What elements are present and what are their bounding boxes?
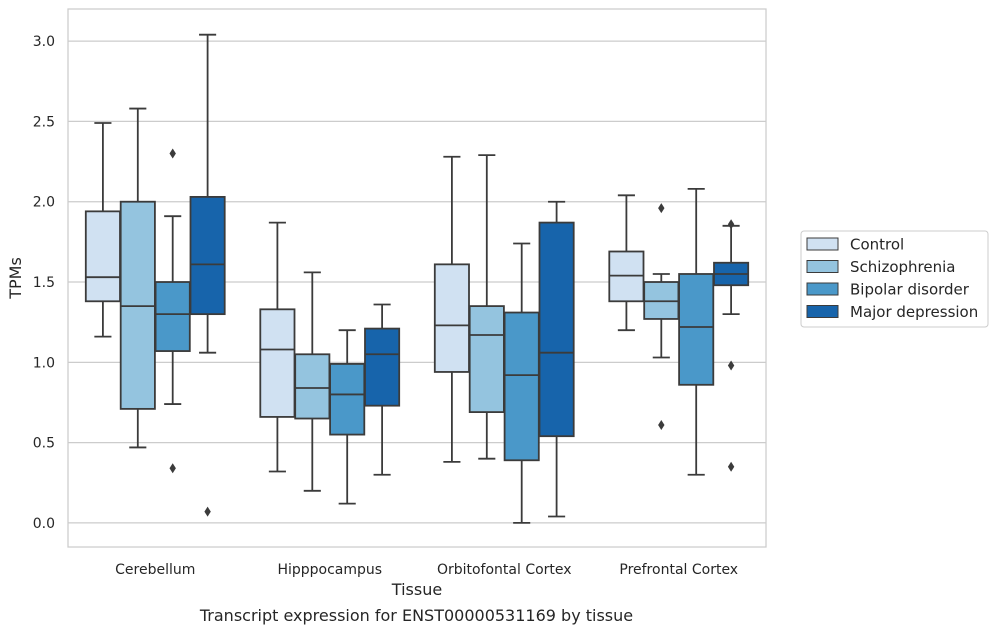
legend-swatch bbox=[806, 260, 839, 273]
outlier-point bbox=[204, 506, 211, 517]
legend-label: Major depression bbox=[850, 303, 978, 321]
outlier-point bbox=[658, 419, 665, 430]
legend-swatch bbox=[806, 305, 839, 318]
box-group bbox=[433, 155, 470, 463]
box-body bbox=[503, 311, 540, 462]
legend: Control Schizophrenia Bipolar disorder Majo… bbox=[800, 230, 989, 328]
box-body bbox=[189, 195, 226, 316]
y-tick-label: 1.5 bbox=[33, 275, 55, 291]
box-body bbox=[84, 210, 121, 303]
x-tick-label: Cerebellum bbox=[115, 562, 195, 578]
box-group bbox=[643, 203, 680, 430]
box-group bbox=[154, 148, 191, 474]
legend-label: Control bbox=[850, 236, 904, 254]
box-group bbox=[678, 187, 715, 476]
legend-frame bbox=[800, 230, 989, 328]
box-body bbox=[294, 353, 331, 420]
y-tick-label: 0.5 bbox=[33, 436, 55, 452]
y-tick-label: 1.0 bbox=[33, 355, 55, 371]
box-group bbox=[364, 303, 401, 476]
outlier-point bbox=[727, 219, 735, 230]
x-axis-label: Tissue bbox=[391, 580, 442, 599]
x-tick-label: Orbitofontal Cortex bbox=[437, 562, 572, 578]
outlier-point bbox=[727, 461, 735, 472]
plot-area-frame bbox=[67, 8, 767, 548]
box-body bbox=[678, 273, 715, 386]
box-body bbox=[364, 327, 401, 407]
y-tick-label: 0.0 bbox=[33, 516, 55, 532]
box-body bbox=[538, 221, 575, 438]
x-tick-label: Prefrontal Cortex bbox=[619, 562, 738, 578]
legend-label: Bipolar disorder bbox=[850, 281, 970, 299]
box-group bbox=[84, 122, 121, 338]
legend-label: Schizophrenia bbox=[850, 258, 955, 276]
legend-swatch bbox=[806, 282, 839, 296]
y-tick-label: 2.5 bbox=[33, 114, 55, 130]
box-group bbox=[713, 219, 750, 472]
outlier-point bbox=[169, 463, 176, 474]
y-tick-label: 3.0 bbox=[33, 34, 55, 50]
box-group bbox=[538, 200, 575, 518]
figure-caption: Transcript expression for ENST0000053116… bbox=[199, 606, 634, 625]
box-body bbox=[154, 281, 191, 352]
outlier-point bbox=[658, 203, 665, 214]
y-tick-labels: 0.0 0.5 1.0 1.5 2.0 2.5 3.0 bbox=[33, 34, 55, 532]
outlier-point bbox=[169, 148, 176, 159]
box-body bbox=[259, 308, 296, 418]
box-group bbox=[329, 329, 366, 505]
box-body bbox=[329, 363, 366, 436]
box-group bbox=[119, 107, 156, 449]
y-axis-label: TPMs bbox=[6, 257, 25, 300]
x-tick-label: Hipppocampus bbox=[277, 562, 382, 578]
box-body bbox=[468, 305, 505, 413]
box-group bbox=[468, 154, 505, 460]
boxes bbox=[84, 33, 750, 524]
box-group bbox=[189, 33, 226, 517]
y-tick-label: 2.0 bbox=[33, 195, 55, 211]
box-group bbox=[503, 242, 540, 524]
legend-swatch bbox=[806, 237, 839, 251]
x-tick-labels: Cerebellum Hipppocampus Orbitofontal Corte… bbox=[115, 562, 738, 578]
outlier-point bbox=[727, 360, 735, 371]
box-group bbox=[294, 271, 331, 492]
box-body bbox=[433, 263, 470, 373]
box-group bbox=[259, 221, 296, 473]
box-group bbox=[608, 194, 645, 332]
